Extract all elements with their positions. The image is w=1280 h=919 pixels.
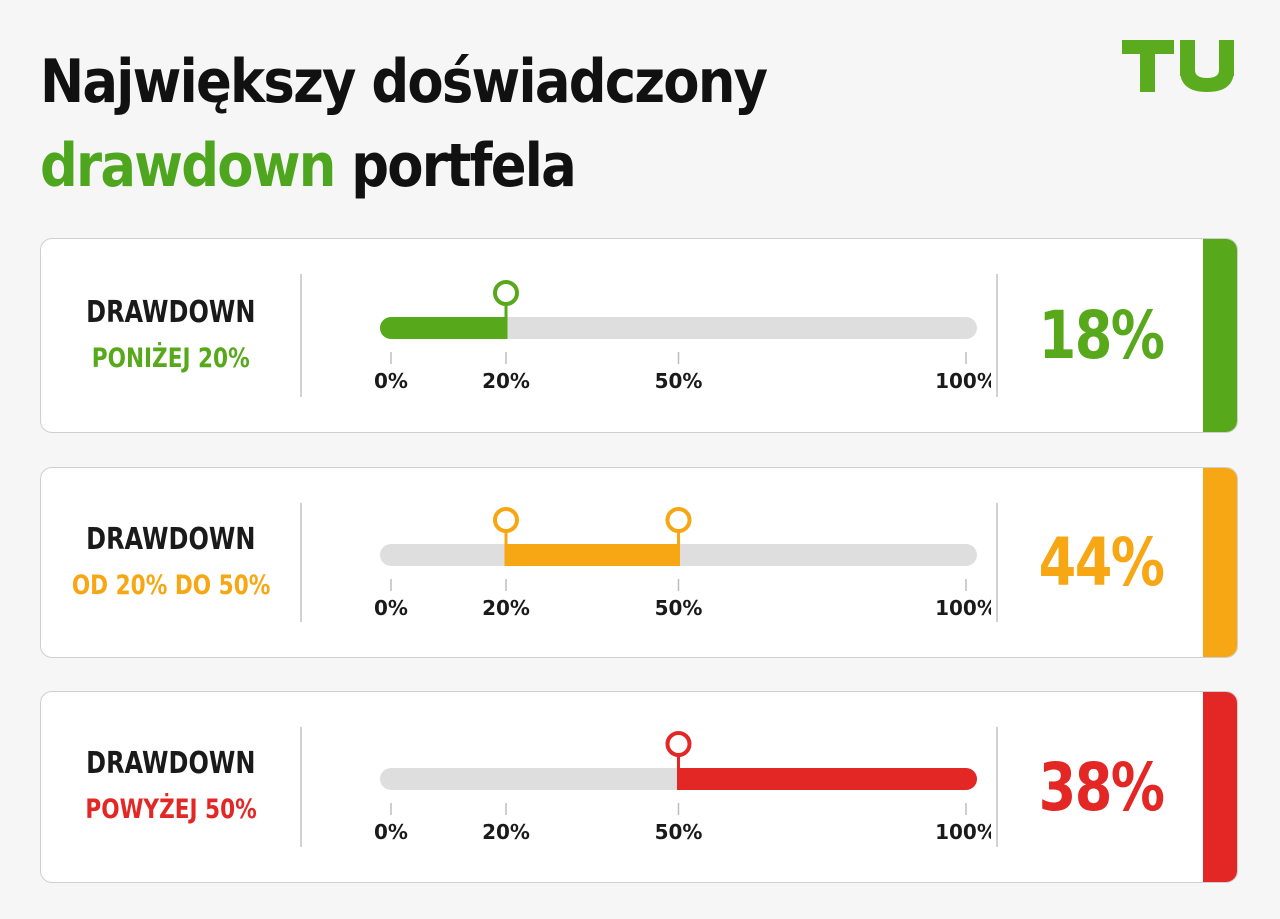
drawdown-card: DRAWDOWN POWYŻEJ 50% 0% 20% 50% 100% 38% xyxy=(40,691,1238,883)
tick-label: 20% xyxy=(482,596,530,620)
row-labels: DRAWDOWN PONIŻEJ 20% xyxy=(41,239,301,432)
percentage-value: 18% xyxy=(998,239,1204,432)
tick-label: 0% xyxy=(374,369,408,393)
row-category: PONIŻEJ 20% xyxy=(91,342,250,374)
tick-label: 100% xyxy=(935,820,991,844)
row-labels: DRAWDOWN OD 20% DO 50% xyxy=(41,468,301,657)
range-bar-end xyxy=(494,317,506,339)
tick-label: 100% xyxy=(935,596,991,620)
divider xyxy=(300,727,302,847)
row-category: OD 20% DO 50% xyxy=(71,569,271,601)
marker-pin xyxy=(665,507,692,533)
marker-pin xyxy=(493,280,519,306)
row-title: DRAWDOWN xyxy=(86,746,256,781)
divider xyxy=(300,503,302,622)
range-bar xyxy=(506,544,679,566)
divider xyxy=(996,274,998,397)
tu-logo xyxy=(1122,40,1234,92)
tick-label: 50% xyxy=(655,369,703,393)
tick-label: 100% xyxy=(935,369,991,393)
title-line-2: drawdown portfela xyxy=(40,124,766,208)
drawdown-card: DRAWDOWN PONIŻEJ 20% 0% 20% 50% 100% 18% xyxy=(40,238,1238,433)
tick-label: 20% xyxy=(482,369,530,393)
percentage-text: 44% xyxy=(1038,524,1165,601)
range-bar-start xyxy=(678,768,691,790)
tick-label: 20% xyxy=(482,820,530,844)
tick-label: 0% xyxy=(374,820,408,844)
row-title: DRAWDOWN xyxy=(86,521,256,557)
marker-pin xyxy=(493,507,519,533)
divider xyxy=(300,274,302,397)
tick-label: 0% xyxy=(374,596,408,620)
percentage-text: 38% xyxy=(1038,748,1165,826)
range-scale: 0% 20% 50% 100% xyxy=(374,280,991,393)
range-scale: 0% 20% 50% 100% xyxy=(374,507,991,620)
title-line-1: Największy doświadczony xyxy=(40,47,768,117)
divider xyxy=(996,727,998,847)
percentage-text: 18% xyxy=(1038,297,1165,374)
title-highlight: drawdown xyxy=(40,131,336,201)
marker-pin xyxy=(665,731,692,757)
percentage-value: 44% xyxy=(998,468,1204,657)
page-title: Największy doświadczony drawdown portfel… xyxy=(40,40,768,208)
divider xyxy=(996,503,998,622)
color-stripe xyxy=(1203,239,1237,432)
tick-label: 50% xyxy=(655,820,703,844)
color-stripe xyxy=(1203,692,1237,882)
percentage-value: 38% xyxy=(998,692,1204,882)
tick-label: 50% xyxy=(655,596,703,620)
range-scale: 0% 20% 50% 100% xyxy=(374,731,991,844)
row-labels: DRAWDOWN POWYŻEJ 50% xyxy=(41,692,301,882)
range-bar xyxy=(380,317,506,339)
row-title: DRAWDOWN xyxy=(86,294,256,330)
range-bar xyxy=(678,768,977,790)
color-stripe xyxy=(1203,468,1237,657)
drawdown-card: DRAWDOWN OD 20% DO 50% 0% 20% 50% 100% 44% xyxy=(40,467,1238,658)
row-category: POWYŻEJ 50% xyxy=(85,794,257,825)
title-rest: portfela xyxy=(351,131,577,201)
